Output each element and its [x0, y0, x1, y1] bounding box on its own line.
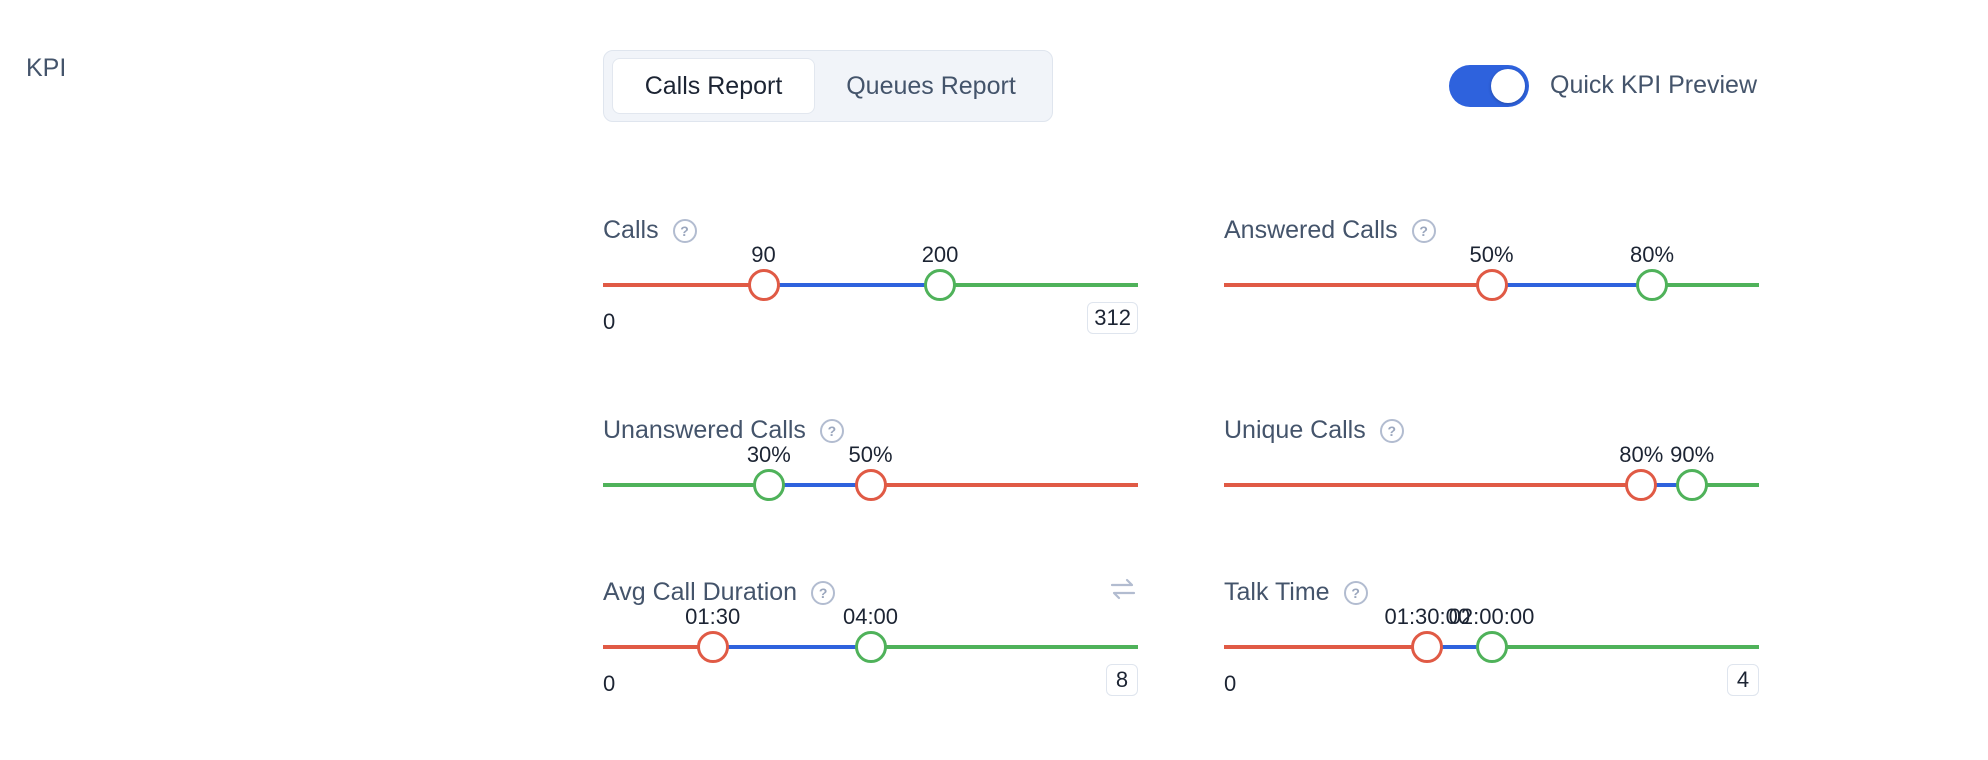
low-threshold-handle[interactable]	[747, 269, 780, 301]
high-threshold-handle[interactable]	[1475, 631, 1508, 663]
range-max-value[interactable]: 4	[1727, 664, 1759, 696]
low-threshold-handle[interactable]	[1625, 469, 1658, 501]
high-threshold-label: 50%	[848, 442, 893, 467]
kpi-unique-calls: Unique Calls ? 80% 90%	[1224, 416, 1759, 546]
kpi-answered-calls: Answered Calls ? 50% 80%	[1224, 216, 1759, 346]
kpi-slider-track[interactable]	[603, 645, 1138, 649]
quick-kpi-preview-toggle[interactable]	[1449, 65, 1529, 107]
track-segment-red	[1224, 483, 1642, 487]
help-icon[interactable]: ?	[1343, 580, 1368, 605]
high-threshold-label: 80%	[1629, 242, 1675, 267]
help-icon[interactable]: ?	[819, 418, 844, 443]
kpi-slider-track[interactable]	[1224, 283, 1759, 287]
high-threshold-label: 02:00:00	[1448, 604, 1535, 629]
kpi-slider-track[interactable]	[603, 483, 1138, 487]
quick-kpi-preview-label: Quick KPI Preview	[1550, 71, 1758, 99]
low-threshold-label: 80%	[1619, 442, 1664, 467]
track-segment-green	[940, 283, 1138, 287]
track-segment-blue	[712, 645, 871, 649]
low-threshold-handle[interactable]	[696, 631, 729, 663]
kpi-avg-call-duration: Avg Call Duration ? 01:30 04:00 0 8	[603, 578, 1138, 708]
help-icon[interactable]: ?	[1411, 218, 1436, 243]
kpi-slider-track[interactable]	[603, 283, 1138, 287]
help-icon[interactable]: ?	[811, 580, 836, 605]
kpi-title: Calls ?	[603, 216, 697, 245]
low-threshold-label: 01:30	[685, 604, 741, 629]
kpi-title-text: Avg Call Duration	[603, 578, 798, 606]
low-threshold-label: 01:30:00	[1384, 604, 1471, 629]
kpi-slider-track[interactable]	[1224, 483, 1759, 487]
track-segment-red	[870, 483, 1138, 487]
low-threshold-handle[interactable]	[752, 469, 785, 501]
high-threshold-label: 04:00	[842, 604, 899, 629]
track-segment-red	[603, 283, 764, 287]
track-segment-red	[603, 645, 713, 649]
low-threshold-label: 30%	[746, 442, 791, 467]
range-min-value: 0	[603, 671, 616, 696]
kpi-unanswered-calls: Unanswered Calls ? 30% 50%	[603, 416, 1138, 546]
tab-queues-report[interactable]: Queues Report	[846, 71, 1016, 100]
kpi-slider-track[interactable]	[1224, 645, 1759, 649]
high-threshold-label: 90%	[1670, 442, 1715, 467]
track-segment-green	[1652, 283, 1759, 287]
kpi-title: Unanswered Calls ?	[603, 416, 844, 445]
kpi-talk-time: Talk Time ? 01:30:00 02:00:00 0 4	[1224, 578, 1759, 708]
kpi-title-text: Unanswered Calls	[603, 416, 806, 444]
kpi-title: Talk Time ?	[1224, 578, 1368, 607]
high-threshold-label: 200	[921, 242, 959, 267]
low-threshold-label: 50%	[1469, 242, 1514, 267]
low-threshold-handle[interactable]	[1411, 631, 1444, 663]
kpi-title-text: Answered Calls	[1224, 216, 1398, 244]
low-threshold-handle[interactable]	[1475, 269, 1508, 301]
kpi-title: Avg Call Duration ?	[603, 578, 836, 607]
high-threshold-handle[interactable]	[924, 269, 957, 301]
track-segment-green	[870, 645, 1138, 649]
kpi-title-text: Unique Calls	[1224, 416, 1366, 444]
high-threshold-handle[interactable]	[1676, 469, 1709, 501]
swap-arrows-icon[interactable]	[1108, 574, 1138, 604]
report-tabs: Calls Report Queues Report	[603, 50, 1053, 122]
high-threshold-handle[interactable]	[854, 631, 887, 663]
kpi-calls: Calls ? 90 200 0 312	[603, 216, 1138, 346]
help-icon[interactable]: ?	[1379, 418, 1404, 443]
track-segment-green	[603, 483, 769, 487]
help-icon[interactable]: ?	[672, 218, 697, 243]
page-title: KPI	[26, 54, 67, 82]
track-segment-red	[1224, 283, 1492, 287]
track-segment-blue	[768, 483, 871, 487]
low-threshold-label: 90	[751, 242, 776, 267]
toggle-knob	[1491, 69, 1525, 103]
kpi-title: Answered Calls ?	[1224, 216, 1436, 245]
range-max-value[interactable]: 312	[1087, 302, 1138, 334]
high-threshold-handle[interactable]	[854, 469, 887, 501]
track-segment-green	[1491, 645, 1759, 649]
track-segment-blue	[763, 283, 941, 287]
track-segment-blue	[1427, 645, 1492, 649]
kpi-title-text: Calls	[603, 216, 659, 244]
tab-calls-report[interactable]: Calls Report	[612, 58, 815, 114]
track-segment-blue	[1641, 483, 1693, 487]
kpi-title-text: Talk Time	[1224, 578, 1330, 606]
track-segment-green	[1692, 483, 1759, 487]
range-min-value: 0	[603, 309, 616, 334]
track-segment-blue	[1491, 283, 1652, 287]
range-min-value: 0	[1224, 671, 1237, 696]
range-max-value[interactable]: 8	[1106, 664, 1138, 696]
high-threshold-handle[interactable]	[1636, 269, 1668, 301]
track-segment-red	[1224, 645, 1428, 649]
kpi-title: Unique Calls ?	[1224, 416, 1404, 445]
